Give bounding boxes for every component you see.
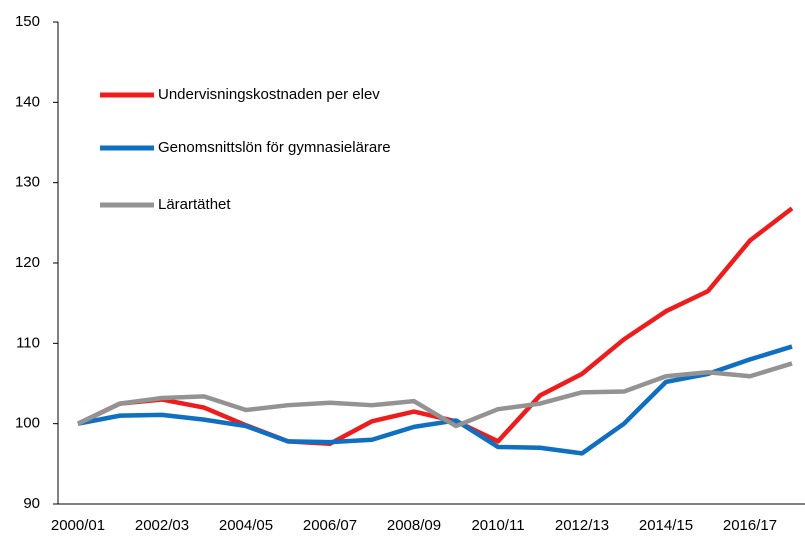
legend-label: Undervisningskostnaden per elev — [158, 86, 380, 103]
line-series — [77, 344, 793, 456]
x-tick-label: 2016/17 — [723, 517, 777, 534]
y-tick-label: 140 — [15, 93, 40, 110]
y-tick-label: 110 — [16, 334, 40, 351]
legend-label: Lärartäthet — [158, 196, 231, 213]
x-tick-label: 2002/03 — [135, 517, 189, 534]
line-series — [77, 361, 793, 429]
x-tick-label: 2010/11 — [471, 517, 524, 534]
y-tick-label: 150 — [15, 13, 40, 30]
y-tick-label: 120 — [15, 254, 40, 271]
x-tick-label: 2008/09 — [387, 517, 441, 534]
x-tick-label: 2012/13 — [555, 517, 609, 534]
y-tick-label: 100 — [15, 415, 40, 432]
x-tick-label: 2006/07 — [303, 517, 357, 534]
y-tick-label: 130 — [15, 174, 40, 191]
x-tick-label: 2004/05 — [219, 517, 273, 534]
legend-label: Genomsnittslön för gymnasielärare — [158, 139, 391, 156]
line-series — [77, 206, 794, 446]
y-tick-label: 90 — [23, 495, 40, 512]
x-tick-label: 2000/01 — [51, 517, 105, 534]
x-tick-label: 2014/15 — [639, 517, 693, 534]
